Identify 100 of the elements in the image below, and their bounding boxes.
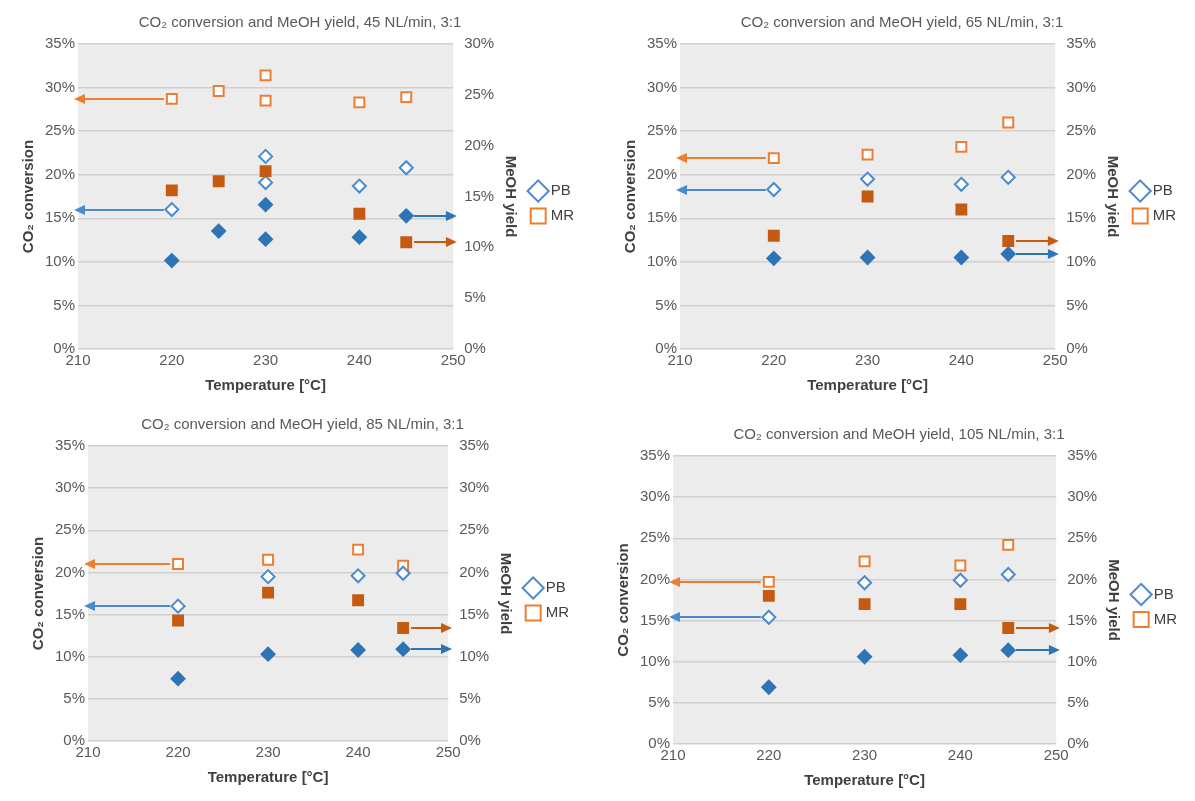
point xyxy=(172,558,184,570)
y-tick-label: 20% xyxy=(54,562,86,580)
y-tick-label: 15% xyxy=(639,610,671,628)
y-tick-label: 15% xyxy=(646,208,678,226)
y2-axis-title: MeOH yield xyxy=(503,155,521,238)
point xyxy=(258,148,274,164)
y-tick-label: 5% xyxy=(655,295,678,313)
point xyxy=(858,598,871,611)
x-tick-label: 250 xyxy=(1043,746,1069,764)
point xyxy=(767,229,780,242)
y-tick-label: 35% xyxy=(54,436,86,454)
y-axis-title: CO₂ conversion xyxy=(29,536,47,651)
y-tick-label: 20% xyxy=(646,164,678,182)
y-tick-label: 5% xyxy=(63,689,86,706)
point xyxy=(395,565,411,581)
y-tick-label: 35% xyxy=(646,34,678,52)
point xyxy=(259,165,272,178)
y2-tick-label: 5% xyxy=(1066,295,1088,313)
point xyxy=(259,69,272,82)
y2-tick-label: 5% xyxy=(1067,693,1089,710)
y-tick-label: 30% xyxy=(44,77,76,95)
point xyxy=(170,598,186,614)
y2-tick-label: 25% xyxy=(1067,528,1098,546)
point xyxy=(861,148,874,161)
y-axis-title: CO₂ conversion xyxy=(621,139,639,254)
y-tick-label: 20% xyxy=(44,164,76,182)
point xyxy=(350,568,366,584)
y2-tick-label: 30% xyxy=(464,34,495,52)
legend-label: MR xyxy=(550,206,575,224)
point xyxy=(164,202,180,218)
x-tick-label: 230 xyxy=(253,351,279,369)
point xyxy=(353,207,366,220)
y2-tick-label: 20% xyxy=(1067,569,1098,587)
point xyxy=(766,182,782,198)
y2-tick-label: 0% xyxy=(459,731,481,749)
y-axis-title: CO₂ conversion xyxy=(614,543,632,657)
y-tick-label: 5% xyxy=(53,295,76,313)
y-tick-label: 30% xyxy=(646,77,678,95)
y-tick-label: 25% xyxy=(639,528,671,546)
x-axis-title: Temperature [°C] xyxy=(205,376,326,394)
y2-tick-label: 20% xyxy=(464,135,495,153)
x-tick-label: 240 xyxy=(947,746,973,764)
y2-tick-label: 35% xyxy=(1067,446,1098,464)
point xyxy=(351,178,367,194)
legend-label: PB xyxy=(545,578,566,596)
chart-title: CO₂ conversion and MeOH yield, 65 NL/min, 3:1 xyxy=(740,13,1064,31)
point xyxy=(954,598,967,611)
point xyxy=(858,555,871,568)
y2-tick-label: 30% xyxy=(1066,77,1097,95)
y-tick-label: 35% xyxy=(639,446,671,464)
y2-tick-label: 15% xyxy=(459,604,490,622)
y-tick-label: 30% xyxy=(639,487,671,505)
legend-label: PB xyxy=(550,181,571,199)
legend-label: MR xyxy=(545,603,570,621)
point xyxy=(953,250,969,265)
y-tick-label: 35% xyxy=(44,34,76,52)
point xyxy=(165,92,178,105)
point xyxy=(955,140,968,153)
point xyxy=(212,175,225,188)
point xyxy=(400,91,413,104)
point xyxy=(953,176,969,192)
point xyxy=(352,543,365,556)
y2-tick-label: 10% xyxy=(464,237,495,255)
legend-label: MR xyxy=(1152,206,1177,224)
point xyxy=(860,250,876,265)
point xyxy=(397,622,410,635)
point xyxy=(861,190,874,203)
legend-label: PB xyxy=(1153,584,1174,602)
x-axis-title: Temperature [°C] xyxy=(807,376,928,394)
point xyxy=(398,208,414,224)
point xyxy=(395,641,411,657)
y-tick-label: 30% xyxy=(54,478,86,496)
point xyxy=(1002,116,1015,129)
legend-label: MR xyxy=(1153,609,1178,627)
point xyxy=(1002,538,1015,551)
point xyxy=(1002,234,1015,247)
y-tick-label: 15% xyxy=(54,604,86,622)
y2-tick-label: 20% xyxy=(1066,164,1097,182)
point xyxy=(262,553,275,566)
chart-title: CO₂ conversion and MeOH yield, 85 NL/min, 3:1 xyxy=(141,415,464,433)
x-tick-label: 220 xyxy=(761,351,787,369)
point xyxy=(398,160,414,176)
point xyxy=(952,647,968,663)
point xyxy=(260,569,276,585)
x-axis-title: Temperature [°C] xyxy=(207,768,329,786)
point xyxy=(767,152,780,165)
point xyxy=(954,559,967,572)
y2-tick-label: 25% xyxy=(1066,121,1097,139)
y2-tick-label: 10% xyxy=(459,646,490,664)
legend-label: PB xyxy=(1152,181,1173,199)
y2-tick-label: 10% xyxy=(1066,252,1097,269)
y-tick-label: 25% xyxy=(44,121,76,139)
point xyxy=(260,646,276,662)
y2-tick-label: 0% xyxy=(464,339,486,357)
y-tick-label: 25% xyxy=(54,520,86,538)
x-tick-label: 230 xyxy=(255,743,281,761)
x-axis-title: Temperature [°C] xyxy=(804,771,925,789)
y2-tick-label: 35% xyxy=(1066,34,1097,52)
point xyxy=(258,231,274,247)
point xyxy=(165,184,178,197)
